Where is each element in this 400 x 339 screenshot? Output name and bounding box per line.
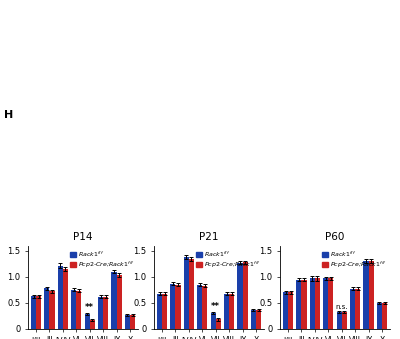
Bar — [157, 294, 162, 329]
Bar — [382, 303, 387, 329]
Bar — [130, 315, 135, 329]
Legend: $Rack1^{f/f}$, $Pcp2$-$Cre$;$Rack1^{f/f}$: $Rack1^{f/f}$, $Pcp2$-$Cre$;$Rack1^{f/f}… — [196, 249, 261, 271]
Bar — [44, 288, 50, 329]
Bar — [355, 289, 360, 329]
Bar — [337, 312, 342, 329]
Bar — [36, 296, 41, 329]
Bar — [224, 294, 229, 329]
Title: P21: P21 — [199, 232, 219, 242]
Legend: $Rack1^{f/f}$, $Pcp2$-$Cre$;$Rack1^{f/f}$: $Rack1^{f/f}$, $Pcp2$-$Cre$;$Rack1^{f/f}… — [70, 249, 135, 271]
Bar — [112, 272, 116, 329]
Text: n.s.: n.s. — [335, 304, 348, 310]
Bar — [202, 286, 207, 329]
Bar — [328, 278, 333, 329]
Bar — [283, 293, 288, 329]
Bar — [176, 285, 180, 329]
Bar — [296, 280, 302, 329]
Bar — [229, 294, 234, 329]
Bar — [71, 290, 76, 329]
Bar — [216, 319, 221, 329]
Y-axis label: Area (mm$^2$): Area (mm$^2$) — [0, 260, 2, 314]
Bar — [50, 292, 54, 329]
Bar — [90, 320, 95, 329]
Bar — [76, 291, 81, 329]
Bar — [323, 278, 328, 329]
Bar — [211, 313, 216, 329]
Bar — [98, 297, 103, 329]
Bar — [184, 257, 189, 329]
Bar — [162, 294, 167, 329]
Bar — [170, 284, 176, 329]
Bar — [103, 297, 108, 329]
Text: **: ** — [85, 303, 94, 312]
Bar — [350, 289, 355, 329]
Bar — [58, 265, 63, 329]
Bar — [251, 310, 256, 329]
Bar — [63, 269, 68, 329]
Bar — [364, 261, 368, 329]
Title: P60: P60 — [325, 232, 345, 242]
Bar — [302, 280, 306, 329]
Legend: $Rack1^{f/f}$, $Pcp2$-$Cre$;$Rack1^{f/f}$: $Rack1^{f/f}$, $Pcp2$-$Cre$;$Rack1^{f/f}… — [322, 249, 387, 271]
Bar — [288, 293, 293, 329]
Bar — [342, 312, 347, 329]
Bar — [256, 310, 261, 329]
Bar — [377, 303, 382, 329]
Bar — [242, 262, 248, 329]
Bar — [197, 285, 202, 329]
Bar — [116, 275, 122, 329]
Bar — [310, 278, 315, 329]
Bar — [31, 296, 36, 329]
Text: **: ** — [211, 302, 220, 311]
Bar — [125, 315, 130, 329]
Bar — [85, 314, 90, 329]
Bar — [315, 278, 320, 329]
Bar — [189, 259, 194, 329]
Bar — [368, 261, 374, 329]
Title: P14: P14 — [73, 232, 93, 242]
Bar — [238, 263, 242, 329]
Text: H: H — [4, 110, 13, 120]
